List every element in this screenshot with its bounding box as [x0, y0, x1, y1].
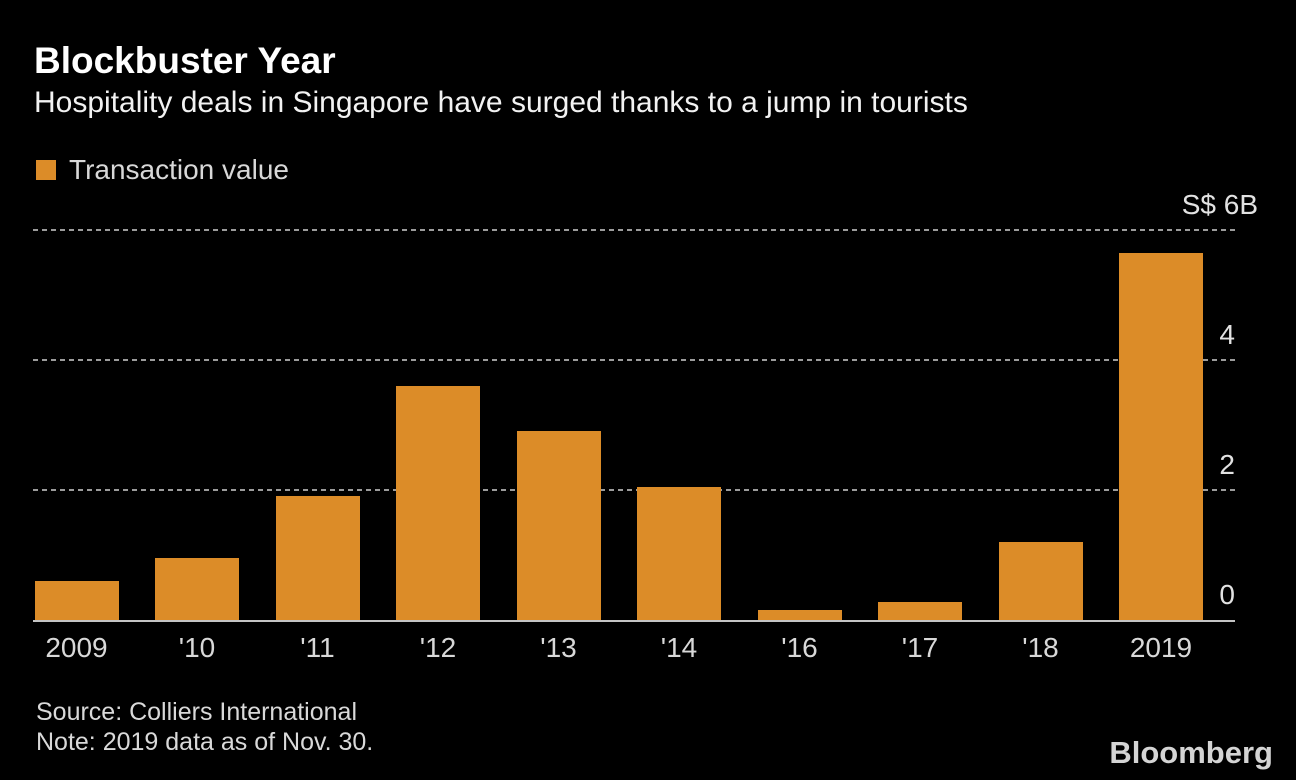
x-axis-line	[33, 620, 1235, 622]
note-line: Note: 2019 data as of Nov. 30.	[36, 728, 374, 756]
legend: Transaction value	[36, 154, 289, 186]
chart-subtitle: Hospitality deals in Singapore have surg…	[34, 86, 968, 119]
x-axis-label-18: '18	[1022, 632, 1059, 663]
bloomberg-logo: Bloomberg	[1109, 735, 1273, 770]
gridline-4	[33, 359, 1235, 361]
x-axis-label-17: '17	[901, 632, 939, 663]
gridline-2	[33, 489, 1235, 491]
bar-2019	[1119, 253, 1203, 620]
x-axis-label-2009: 2009	[45, 632, 108, 663]
x-axis-label-11: '11	[300, 632, 335, 663]
y-axis-label-6: S$ 6B	[1181, 189, 1258, 220]
bar-16	[757, 610, 842, 620]
y-axis-label-0: 0	[1219, 579, 1235, 610]
y-axis-label-4: 4	[1219, 319, 1235, 350]
bar-14	[637, 487, 721, 620]
bar-2009	[34, 581, 119, 620]
x-axis-label-12: '12	[419, 632, 457, 663]
bar-17	[878, 602, 962, 620]
bar-11	[275, 496, 360, 620]
bar-13	[516, 431, 601, 620]
chart-title: Blockbuster Year	[34, 40, 336, 81]
gridline-6	[33, 229, 1235, 231]
legend-swatch-icon	[36, 160, 56, 180]
bar-18	[998, 542, 1083, 620]
x-axis-label-13: '13	[540, 632, 577, 663]
x-axis-label-10: '10	[178, 632, 216, 663]
bar-10	[155, 558, 239, 620]
y-axis-label-2: 2	[1219, 449, 1235, 480]
source-line: Source: Colliers International	[36, 698, 357, 726]
legend-label: Transaction value	[69, 154, 289, 185]
bar-12	[396, 386, 480, 620]
x-axis-label-2019: 2019	[1129, 632, 1193, 663]
x-axis-label-16: '16	[781, 632, 818, 663]
x-axis-label-14: '14	[660, 632, 698, 663]
